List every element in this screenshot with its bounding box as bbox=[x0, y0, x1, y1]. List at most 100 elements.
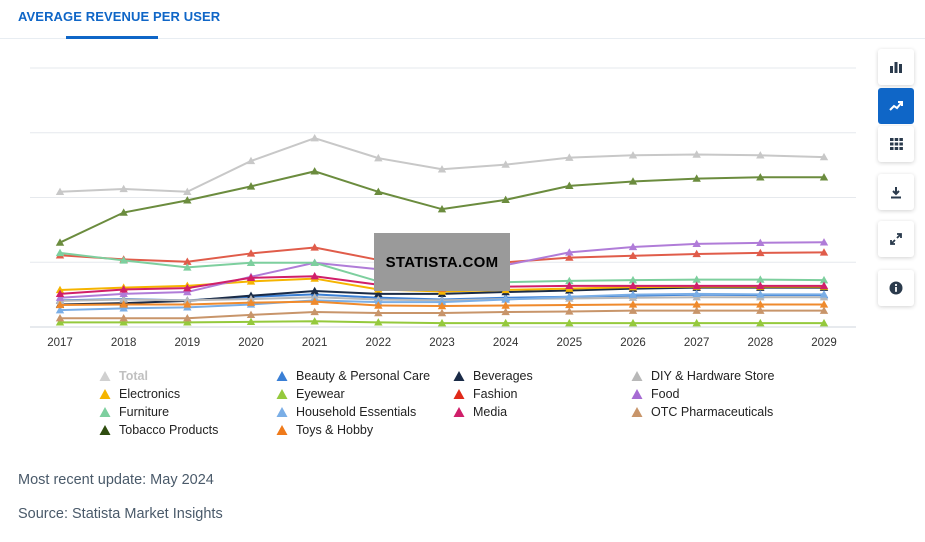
legend-label: Electronics bbox=[119, 387, 181, 401]
download-button[interactable] bbox=[878, 174, 914, 210]
chart-legend: Total Beauty & Personal Care Beverages DIY … bbox=[98, 367, 858, 443]
data-point bbox=[119, 285, 128, 293]
x-tick-label: 2024 bbox=[493, 337, 519, 349]
info-button[interactable] bbox=[878, 270, 914, 306]
data-point bbox=[819, 173, 829, 181]
data-point bbox=[310, 307, 319, 316]
data-point bbox=[183, 257, 192, 265]
data-point bbox=[628, 290, 638, 298]
data-point bbox=[628, 242, 638, 251]
bar-chart-button[interactable] bbox=[878, 49, 914, 85]
series-otc-pharmaceuticals bbox=[55, 306, 829, 322]
last-update-text: Most recent update: May 2024 bbox=[18, 472, 214, 488]
legend-item[interactable]: Beverages bbox=[452, 367, 533, 385]
legend-item[interactable]: Tobacco Products bbox=[98, 421, 218, 439]
legend-item[interactable]: Beauty & Personal Care bbox=[275, 367, 430, 385]
legend-label: Beverages bbox=[473, 369, 533, 383]
data-point bbox=[55, 289, 65, 298]
data-point bbox=[692, 174, 701, 182]
legend-item[interactable]: Food bbox=[630, 385, 680, 403]
data-point bbox=[374, 301, 383, 309]
data-point bbox=[55, 313, 65, 322]
chart-header: AVERAGE REVENUE PER USER bbox=[0, 0, 925, 39]
data-point bbox=[756, 173, 765, 181]
gridlines bbox=[30, 67, 856, 328]
legend-item[interactable]: Household Essentials bbox=[275, 403, 416, 421]
data-point bbox=[628, 281, 638, 290]
data-point bbox=[501, 195, 510, 204]
data-point bbox=[437, 318, 447, 327]
data-point bbox=[692, 249, 701, 258]
data-point bbox=[692, 281, 701, 290]
line-chart-button[interactable] bbox=[878, 88, 914, 124]
legend-label: Eyewear bbox=[296, 387, 345, 401]
legend-label: OTC Pharmaceuticals bbox=[651, 405, 774, 419]
data-point bbox=[246, 156, 256, 165]
x-tick-label: 2028 bbox=[748, 337, 774, 349]
data-point bbox=[819, 318, 829, 327]
data-point bbox=[183, 318, 192, 326]
data-point bbox=[374, 318, 383, 326]
data-point bbox=[55, 187, 65, 196]
legend-marker bbox=[276, 371, 288, 381]
legend-marker bbox=[99, 425, 111, 435]
table-button[interactable] bbox=[878, 126, 914, 162]
legend-marker bbox=[453, 371, 465, 381]
data-point bbox=[565, 253, 574, 261]
data-point bbox=[756, 248, 765, 257]
data-point bbox=[565, 276, 574, 285]
data-point bbox=[246, 273, 256, 281]
legend-marker bbox=[631, 389, 643, 399]
data-point bbox=[819, 238, 829, 246]
legend-item[interactable]: Total bbox=[98, 367, 148, 385]
data-point bbox=[756, 306, 765, 314]
data-point bbox=[501, 160, 510, 168]
data-point bbox=[437, 204, 447, 213]
x-tick-label: 2020 bbox=[238, 337, 264, 349]
data-point bbox=[437, 308, 447, 317]
series-toys-hobby bbox=[55, 297, 829, 310]
data-point bbox=[183, 263, 192, 271]
fullscreen-button[interactable] bbox=[878, 221, 914, 257]
data-point bbox=[55, 300, 65, 309]
series-line bbox=[59, 137, 825, 193]
data-point bbox=[628, 306, 638, 314]
data-point bbox=[692, 275, 701, 283]
tab-average-revenue-per-user[interactable]: AVERAGE REVENUE PER USER bbox=[18, 9, 221, 24]
data-point bbox=[183, 313, 192, 322]
legend-item[interactable]: Furniture bbox=[98, 403, 169, 421]
x-tick-label: 2021 bbox=[302, 337, 328, 349]
data-point bbox=[756, 275, 765, 283]
data-point bbox=[756, 300, 765, 308]
data-point bbox=[692, 318, 701, 327]
data-point bbox=[692, 300, 701, 308]
data-point bbox=[501, 295, 510, 303]
data-point bbox=[628, 177, 638, 185]
source-text: Source: Statista Market Insights bbox=[18, 506, 223, 522]
data-point bbox=[183, 187, 192, 196]
x-tick-label: 2018 bbox=[111, 337, 137, 349]
legend-item[interactable]: Eyewear bbox=[275, 385, 345, 403]
x-tick-label: 2022 bbox=[366, 337, 392, 349]
data-point bbox=[565, 153, 574, 161]
data-point bbox=[819, 300, 829, 308]
legend-item[interactable]: Electronics bbox=[98, 385, 180, 403]
download-icon bbox=[891, 186, 901, 198]
legend-item[interactable]: OTC Pharmaceuticals bbox=[630, 403, 773, 421]
data-point bbox=[628, 300, 638, 308]
data-point bbox=[565, 281, 574, 290]
data-point bbox=[310, 272, 319, 280]
legend-item[interactable]: Fashion bbox=[452, 385, 517, 403]
legend-marker bbox=[631, 407, 643, 417]
data-point bbox=[246, 317, 256, 326]
data-point bbox=[55, 293, 65, 301]
data-point bbox=[756, 238, 765, 247]
legend-item[interactable]: DIY & Hardware Store bbox=[630, 367, 774, 385]
data-point bbox=[437, 301, 447, 310]
legend-item[interactable]: Media bbox=[452, 403, 507, 421]
data-point bbox=[628, 251, 638, 259]
legend-marker bbox=[276, 425, 288, 435]
legend-marker bbox=[453, 407, 465, 417]
data-point bbox=[183, 287, 192, 296]
legend-item[interactable]: Toys & Hobby bbox=[275, 421, 373, 439]
